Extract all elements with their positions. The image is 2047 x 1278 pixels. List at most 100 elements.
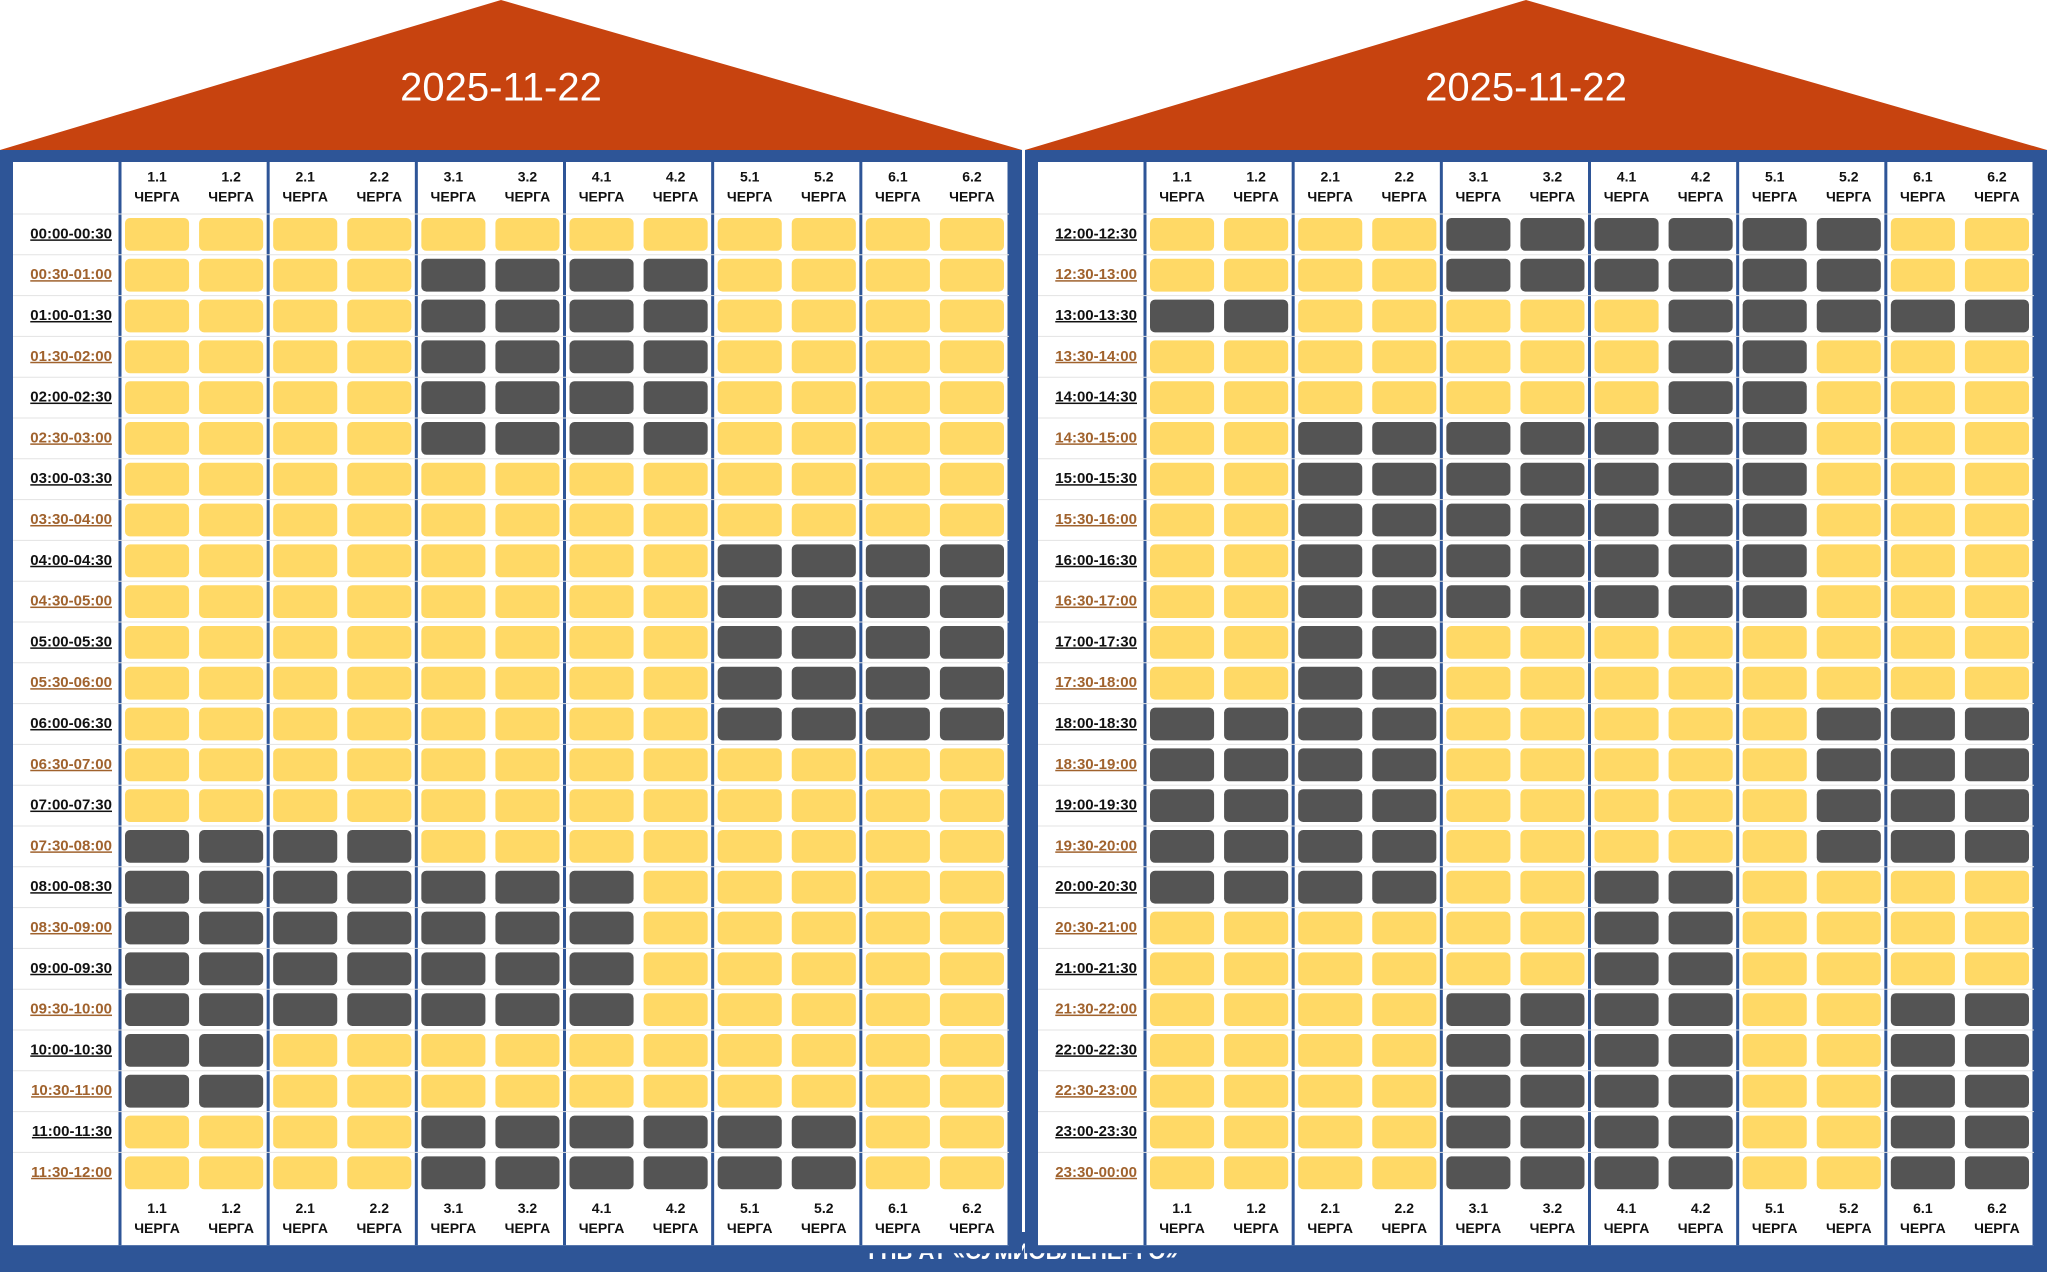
slot-cell <box>1224 993 1289 1026</box>
column-number: 6.1 <box>1913 1200 1933 1216</box>
slot-cell <box>1594 830 1659 863</box>
column-number: 5.2 <box>1839 169 1859 185</box>
column-number: 6.1 <box>1913 169 1933 185</box>
slot-cell <box>1816 911 1881 945</box>
slot-cell <box>791 544 856 578</box>
time-label: 23:30-00:00 <box>1055 1164 1137 1181</box>
slot-cell <box>1594 381 1659 414</box>
slot-cell <box>1964 462 2029 496</box>
slot-cell <box>1298 544 1363 578</box>
slot-cell <box>421 993 486 1026</box>
slot-cell <box>569 1156 634 1190</box>
column-label: ЧЕРГА <box>653 1220 699 1236</box>
slot-cell <box>1224 218 1289 251</box>
slot-cell <box>495 462 560 496</box>
column-number: 3.1 <box>444 1200 464 1216</box>
slot-cell <box>1816 585 1881 618</box>
slot-cell <box>1224 1115 1289 1149</box>
slot-cell <box>125 1034 190 1067</box>
slot-cell <box>495 422 560 455</box>
slot-cell <box>1594 1074 1659 1108</box>
time-label: 03:30-04:00 <box>30 511 112 528</box>
slot-cell <box>791 381 856 414</box>
time-label: 01:00-01:30 <box>30 307 112 324</box>
slot-cell <box>1372 544 1437 578</box>
slot-cell <box>1224 340 1289 374</box>
slot-cell <box>1742 666 1807 700</box>
slot-cell <box>643 462 708 496</box>
slot-cell <box>643 544 708 578</box>
slot-cell <box>569 789 634 822</box>
column-number: 5.2 <box>814 169 834 185</box>
slot-cell <box>791 789 856 822</box>
slot-cell <box>1668 1074 1733 1108</box>
slot-cell <box>1150 952 1215 986</box>
slot-cell <box>125 626 190 659</box>
slot-cell <box>347 544 412 578</box>
column-number: 1.1 <box>147 1200 167 1216</box>
time-label: 11:30-12:00 <box>31 1164 112 1181</box>
column-number: 5.1 <box>1765 1200 1785 1216</box>
slot-cell <box>1372 666 1437 700</box>
slot-cell <box>1298 626 1363 659</box>
slot-cell <box>717 462 782 496</box>
slot-cell <box>1594 422 1659 455</box>
slot-cell <box>125 952 190 986</box>
slot-cell <box>1890 1074 1955 1108</box>
column-number: 2.1 <box>1320 1200 1340 1216</box>
slot-cell <box>273 952 338 986</box>
slot-cell <box>791 299 856 333</box>
slot-cell <box>1668 503 1733 537</box>
slot-cell <box>125 585 190 618</box>
slot-cell <box>199 870 264 904</box>
slot-cell <box>717 1156 782 1190</box>
slot-cell <box>495 626 560 659</box>
column-label: ЧЕРГА <box>356 189 402 205</box>
column-label: ЧЕРГА <box>875 1220 921 1236</box>
slot-cell <box>1298 462 1363 496</box>
slot-cell <box>1816 299 1881 333</box>
time-label: 14:00-14:30 <box>1055 389 1137 406</box>
slot-cell <box>1742 381 1807 414</box>
slot-cell <box>643 1074 708 1108</box>
slot-cell <box>1964 299 2029 333</box>
column-number: 2.2 <box>370 1200 390 1216</box>
slot-cell <box>1520 218 1585 251</box>
time-label: 09:00-09:30 <box>30 960 112 977</box>
slot-cell <box>717 707 782 741</box>
slot-cell <box>1668 1034 1733 1067</box>
slot-cell <box>643 381 708 414</box>
slot-cell <box>865 462 930 496</box>
slot-cell <box>347 952 412 986</box>
slot-cell <box>1742 1115 1807 1149</box>
slot-cell <box>865 585 930 618</box>
slot-cell <box>1668 789 1733 822</box>
slot-cell <box>199 462 264 496</box>
slot-cell <box>643 422 708 455</box>
slot-cell <box>865 993 930 1026</box>
slot-cell <box>1890 462 1955 496</box>
time-label: 07:30-08:00 <box>30 837 112 854</box>
slot-cell <box>1298 789 1363 822</box>
slot-cell <box>1520 1074 1585 1108</box>
slot-cell <box>939 1156 1004 1190</box>
slot-cell <box>791 1156 856 1190</box>
slot-cell <box>865 422 930 455</box>
column-label: ЧЕРГА <box>1826 189 1872 205</box>
slot-cell <box>1446 748 1511 782</box>
slot-cell <box>1890 258 1955 292</box>
slot-cell <box>1964 258 2029 292</box>
slot-cell <box>939 585 1004 618</box>
column-number: 1.1 <box>147 169 167 185</box>
column-label: ЧЕРГА <box>1530 1220 1576 1236</box>
slot-cell <box>1446 830 1511 863</box>
slot-cell <box>939 1074 1004 1108</box>
slot-cell <box>347 258 412 292</box>
time-label: 05:00-05:30 <box>30 633 112 650</box>
slot-cell <box>1890 789 1955 822</box>
time-label: 17:00-17:30 <box>1055 633 1137 650</box>
slot-cell <box>791 870 856 904</box>
slot-cell <box>199 1115 264 1149</box>
column-number: 6.2 <box>1987 1200 2007 1216</box>
slot-cell <box>865 666 930 700</box>
